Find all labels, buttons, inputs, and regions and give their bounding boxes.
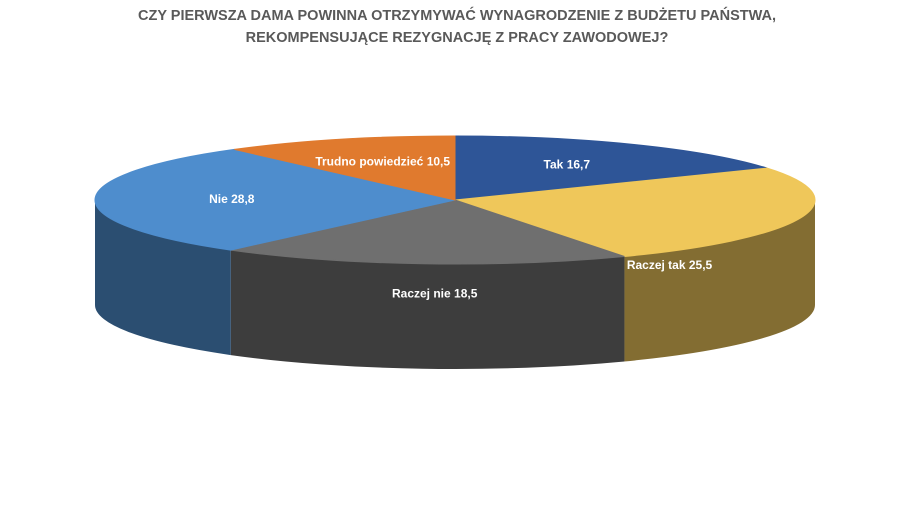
slice — [454, 135, 768, 201]
slice — [230, 199, 625, 265]
slice — [454, 167, 816, 257]
data-label: Trudno powiedzieć 10,5 — [315, 155, 450, 169]
chart-title: CZY PIERWSZA DAMA POWINNA OTRZYMYWAĆ WYN… — [138, 6, 776, 24]
label-value: 16,7 — [567, 158, 591, 172]
data-label: Nie 28,8 — [209, 192, 255, 206]
label-value: 25,5 — [689, 258, 713, 272]
label-category: Nie — [209, 192, 228, 206]
slice-side — [95, 200, 231, 356]
slice — [234, 135, 456, 201]
slice-side — [230, 250, 625, 370]
label-category: Raczej nie — [392, 287, 451, 301]
data-label: Raczej tak 25,5 — [627, 258, 713, 272]
pie-labels: Tak 16,7 Raczej tak 25,5 Raczej nie 18,5 Ni… — [209, 155, 712, 301]
label-category: Trudno powiedzieć — [315, 155, 423, 169]
pie-sides — [95, 200, 815, 370]
label-category: Raczej tak — [627, 258, 686, 272]
data-label: Tak 16,7 — [544, 158, 591, 172]
chart-title: REKOMPENSUJĄCE REZYGNACJĘ Z PRACY ZAWODO… — [246, 30, 669, 46]
label-value: 18,5 — [454, 287, 478, 301]
label-value: 10,5 — [427, 155, 451, 169]
label-category: Tak — [544, 158, 564, 172]
data-label: Raczej nie 18,5 — [392, 287, 478, 301]
slice-side — [624, 200, 815, 362]
pie-tops — [94, 135, 816, 265]
label-value: 28,8 — [231, 192, 255, 206]
slice — [94, 148, 456, 251]
